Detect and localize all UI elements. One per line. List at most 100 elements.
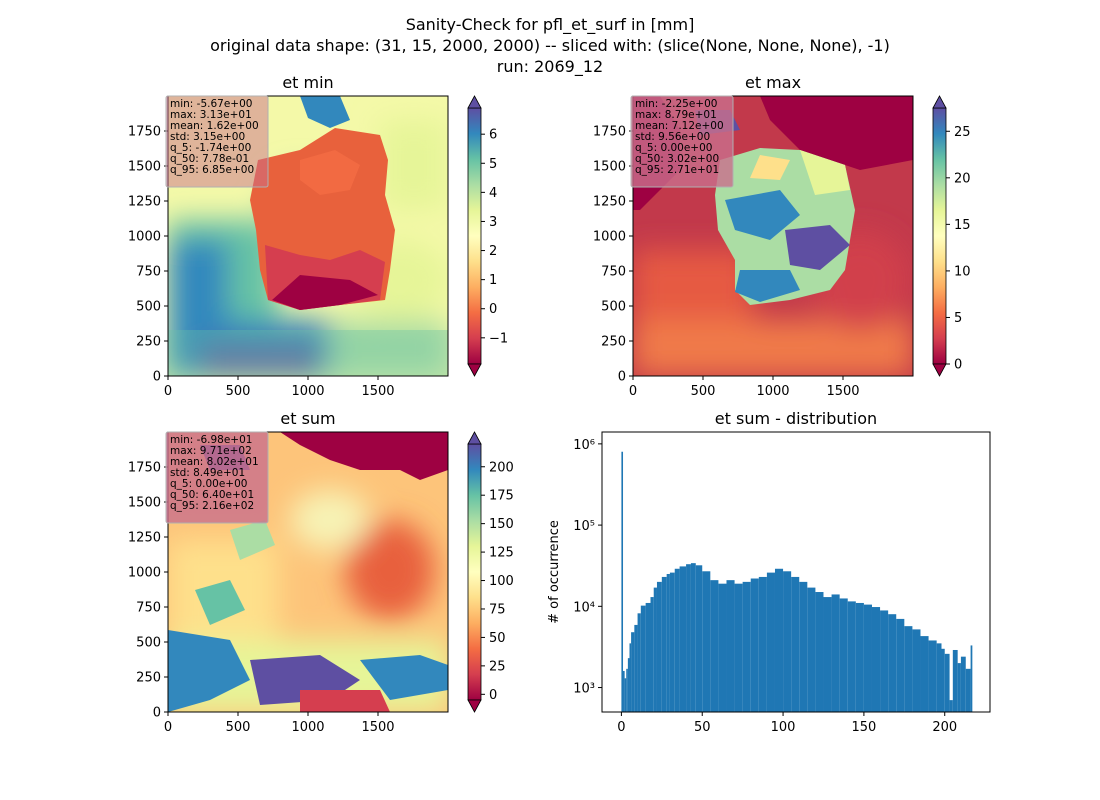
- panel-et-sum-yaxis: 0 250 500 750 1000 1250 1500 1750: [128, 461, 168, 721]
- histogram-bar: [880, 610, 889, 712]
- stat-line: q_95: 6.85e+00: [170, 164, 254, 176]
- stat-line: std: 3.15e+00: [170, 131, 245, 143]
- panel-et-max-xaxis: 0 500 1000 1500: [629, 376, 860, 399]
- histogram-bar: [807, 587, 816, 712]
- histogram-bar: [623, 670, 625, 712]
- histogram-bar: [695, 565, 703, 712]
- histogram-bar: [640, 605, 646, 712]
- histogram-bars: [621, 451, 973, 712]
- stat-line: q_5: 0.00e+00: [635, 142, 712, 154]
- histogram-bar: [766, 572, 775, 712]
- y-tick-label: 1250: [593, 195, 626, 210]
- x-tick-label: 0: [164, 720, 172, 735]
- x-tick-label: 100: [771, 720, 796, 735]
- panel-et-sum-heatmap: [168, 432, 448, 712]
- histogram-bar: [627, 658, 630, 712]
- histogram-bar: [621, 451, 624, 712]
- x-tick-label: 0: [617, 720, 625, 735]
- x-tick-label: 1500: [361, 720, 394, 735]
- y-tick-label: 750: [136, 601, 161, 616]
- y-tick-label: 500: [601, 300, 626, 315]
- figure-title-line-2: original data shape: (31, 15, 2000, 2000…: [210, 36, 890, 55]
- stat-line: q_5: -1.74e+00: [170, 142, 251, 154]
- panel-et-sum-colorbar: 0 25 50 75 100 125 150 175 200: [467, 431, 514, 713]
- y-tick-label: 10⁴: [573, 600, 595, 615]
- histogram-bar: [783, 571, 792, 712]
- stat-line: q_5: 0.00e+00: [170, 478, 247, 490]
- histogram-bar: [871, 607, 881, 712]
- histogram-bar: [912, 629, 921, 712]
- figure-title-line-1: Sanity-Check for pfl_et_surf in [mm]: [406, 15, 695, 35]
- histogram-bar: [718, 583, 727, 712]
- histogram-bar: [847, 601, 856, 712]
- colorbar-tick-label: 25: [954, 125, 971, 140]
- histogram-bar: [823, 597, 832, 712]
- x-tick-label: 200: [932, 720, 957, 735]
- stat-line: mean: 1.62e+00: [170, 120, 259, 132]
- histogram-bar: [815, 592, 824, 712]
- panel-et-max-colorbar: 0 5 10 15 20 25: [932, 95, 971, 377]
- histogram-bar: [920, 636, 929, 712]
- y-tick-label: 250: [601, 335, 626, 350]
- histogram-bar: [896, 618, 905, 712]
- histogram-bar: [626, 668, 628, 712]
- x-tick-label: 1000: [756, 384, 789, 399]
- histogram-bar: [957, 663, 961, 712]
- histogram-bar: [831, 594, 840, 712]
- histogram-bar: [710, 580, 719, 712]
- y-tick-label: 0: [153, 706, 161, 721]
- histogram-title: et sum - distribution: [715, 409, 877, 428]
- panel-et-min-colorbar: −1 0 1 2 3 4 5 6: [467, 95, 508, 377]
- stat-line: q_50: 6.40e+01: [170, 489, 254, 501]
- stat-line: max: 8.79e+01: [635, 109, 717, 121]
- histogram-bar: [629, 643, 632, 712]
- y-tick-label: 1000: [128, 230, 161, 245]
- colorbar-tick-label: 150: [489, 517, 514, 532]
- histogram-bar: [839, 598, 848, 712]
- y-tick-label: 1000: [593, 230, 626, 245]
- panel-et-min-stats-box: min: -5.67e+00 max: 3.13e+01 mean: 1.62e…: [165, 95, 269, 188]
- histogram-bar: [952, 649, 958, 712]
- y-tick-label: 1500: [128, 496, 161, 511]
- stat-line: mean: 8.02e+01: [170, 456, 259, 468]
- y-tick-label: 1750: [128, 461, 161, 476]
- panel-et-max: et max 0 500 1000 1500 02505007501000125015…: [593, 73, 971, 399]
- histogram-bar: [656, 581, 662, 712]
- colorbar-tick-label: 5: [954, 311, 962, 326]
- colorbar-tick-label: 6: [489, 128, 497, 143]
- panel-et-min-title: et min: [282, 73, 333, 92]
- panel-et-max-title: et max: [745, 73, 801, 92]
- y-tick-label: 10⁶: [573, 438, 595, 453]
- histogram-bar: [928, 640, 937, 712]
- histogram-bar: [949, 700, 953, 712]
- colorbar-tick-label: 0: [489, 688, 497, 703]
- histogram-bar: [734, 583, 743, 712]
- x-tick-label: 1000: [291, 720, 324, 735]
- histogram-ylabel: # of occurrence: [547, 520, 562, 624]
- y-tick-label: 1250: [128, 531, 161, 546]
- x-tick-label: 500: [226, 384, 251, 399]
- histogram-bar: [758, 576, 767, 712]
- histogram-bar: [799, 581, 808, 712]
- histogram-bar: [624, 678, 627, 712]
- panel-et-sum-xaxis: 0 500 1000 1500: [164, 712, 395, 735]
- histogram-bar: [888, 614, 897, 712]
- panel-et-min: et min 0 500 1000 1500 02505007501000125015…: [128, 73, 508, 399]
- panel-et-min-xaxis: 0 500 1000 1500: [164, 376, 395, 399]
- stat-line: q_95: 2.16e+02: [170, 500, 254, 512]
- y-tick-label: 750: [601, 265, 626, 280]
- colorbar-tick-label: 4: [489, 186, 497, 201]
- colorbar-tick-label: 25: [489, 659, 506, 674]
- stat-line: mean: 7.12e+00: [635, 120, 724, 132]
- stat-line: std: 8.49e+01: [170, 467, 245, 479]
- x-tick-label: 1000: [291, 384, 324, 399]
- histogram-bar: [791, 576, 800, 712]
- x-tick-label: 50: [694, 720, 711, 735]
- histogram-bar: [970, 645, 973, 712]
- colorbar-tick-label: 200: [489, 460, 514, 475]
- y-tick-label: 500: [136, 300, 161, 315]
- histogram-bar: [645, 602, 651, 712]
- histogram-bar: [726, 580, 735, 712]
- stat-line: max: 9.71e+02: [170, 445, 252, 457]
